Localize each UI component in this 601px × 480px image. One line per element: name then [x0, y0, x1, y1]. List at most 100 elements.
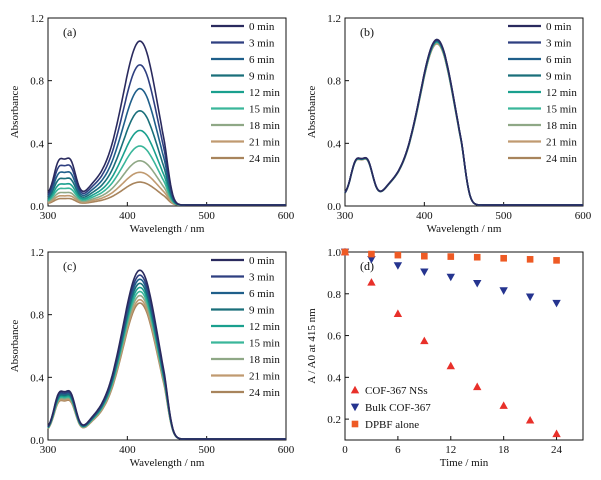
y-tick-label: 1.2 — [30, 247, 44, 259]
x-tick-label: 400 — [119, 444, 136, 456]
legend-label: 24 min — [249, 153, 280, 165]
legend-label: 6 min — [249, 288, 275, 300]
y-tick-label: 0.4 — [327, 372, 341, 384]
x-tick-label: 300 — [337, 210, 354, 222]
series-line — [47, 294, 286, 440]
legend-label: 12 min — [249, 321, 280, 333]
legend-label: 15 min — [546, 104, 577, 116]
x-tick-label: 18 — [498, 444, 510, 456]
legend-label: 18 min — [249, 354, 280, 366]
data-point — [368, 250, 375, 258]
legend-label: 0 min — [546, 21, 572, 33]
panel-label: (c) — [63, 259, 76, 273]
legend-label: 9 min — [249, 71, 275, 83]
data-point — [447, 253, 455, 260]
y-tick-label: 0.4 — [30, 138, 44, 150]
data-point — [553, 257, 560, 264]
data-point — [552, 299, 561, 308]
legend-label: 24 min — [546, 153, 577, 165]
y-tick-label: 0.8 — [327, 289, 341, 301]
legend-label: 24 min — [249, 387, 280, 399]
x-tick-label: 600 — [278, 210, 295, 222]
series-line — [344, 38, 583, 206]
y-tick-label: 0.8 — [30, 76, 44, 88]
legend-label: 6 min — [249, 54, 275, 66]
x-tick-label: 600 — [278, 444, 295, 456]
legend-label: Bulk COF-367 — [365, 402, 431, 414]
y-axis-label: A / A0 at 415 nm — [306, 308, 318, 384]
legend-label: 18 min — [546, 120, 577, 132]
series-line — [47, 40, 286, 206]
legend-label: 21 min — [249, 137, 280, 149]
x-tick-label: 300 — [40, 444, 57, 456]
legend-label: 0 min — [249, 21, 275, 33]
data-point — [525, 415, 535, 424]
y-tick-label: 1.2 — [30, 13, 44, 25]
legend-marker — [351, 420, 359, 428]
x-tick-label: 0 — [342, 444, 348, 456]
x-axis-label: Wavelength / nm — [130, 223, 205, 235]
x-tick-label: 600 — [575, 210, 592, 222]
x-tick-label: 6 — [395, 444, 401, 456]
legend-label: 21 min — [546, 137, 577, 149]
legend-label: 9 min — [546, 71, 572, 83]
x-tick-label: 24 — [551, 444, 563, 456]
data-point — [552, 429, 561, 438]
y-tick-label: 0.8 — [327, 76, 341, 88]
y-axis-label: Absorbance — [306, 86, 318, 139]
y-tick-label: 0.4 — [327, 138, 341, 150]
plot-frame — [47, 17, 287, 207]
legend-label: 3 min — [249, 38, 275, 50]
y-axis-label: Absorbance — [9, 86, 21, 139]
x-axis-label: Time / min — [440, 457, 489, 469]
legend-label: 15 min — [249, 338, 280, 350]
x-axis-label: Wavelength / nm — [130, 457, 205, 469]
x-tick-label: 500 — [495, 210, 512, 222]
x-tick-label: 500 — [198, 444, 215, 456]
plot-frame — [344, 17, 584, 207]
legend-label: 3 min — [249, 272, 275, 284]
legend-label: 15 min — [249, 104, 280, 116]
legend-label: 21 min — [249, 371, 280, 383]
panel-label: (a) — [63, 25, 76, 39]
legend-label: COF-367 NSs — [365, 385, 428, 397]
data-point — [526, 256, 534, 263]
data-point — [473, 382, 482, 391]
y-tick-label: 0.0 — [30, 435, 44, 447]
data-point — [420, 336, 429, 345]
x-tick-label: 12 — [445, 444, 456, 456]
panel-1: 300 400 500 600 0.0 0.4 0.8 1.2 Wavelength / nm A… — [306, 13, 592, 235]
x-tick-label: 500 — [198, 210, 215, 222]
data-point — [473, 279, 482, 288]
legend-label: 9 min — [249, 305, 275, 317]
data-point — [394, 251, 402, 259]
x-tick-label: 400 — [119, 210, 136, 222]
y-tick-label: 1.2 — [327, 13, 341, 25]
y-tick-label: 0.0 — [327, 201, 341, 213]
legend-label: 6 min — [546, 54, 572, 66]
data-point — [500, 254, 507, 262]
data-point — [341, 248, 349, 256]
data-point — [367, 255, 376, 264]
panel-3: 0 6 12 18 24 0.2 0.4 0.6 0.8 1.0 Time / min A / A0 … — [306, 247, 584, 469]
data-point — [473, 253, 481, 261]
legend-label: 3 min — [546, 38, 572, 50]
data-point — [446, 361, 455, 370]
data-point — [499, 287, 508, 295]
data-point — [499, 401, 508, 409]
panel-0: 300 400 500 600 0.0 0.4 0.8 1.2 Wavelength / nm A… — [9, 13, 295, 235]
panel-2: 300 400 500 600 0.0 0.4 0.8 1.2 Wavelength / nm A… — [9, 247, 295, 469]
data-point — [446, 273, 455, 282]
panel-label: (b) — [360, 25, 374, 39]
legend-marker — [350, 403, 360, 412]
plot-frame — [47, 251, 287, 441]
x-tick-label: 400 — [416, 210, 433, 222]
panel-label: (d) — [360, 259, 374, 273]
x-axis-label: Wavelength / nm — [427, 223, 502, 235]
legend-label: DPBF alone — [365, 419, 419, 431]
legend-label: 0 min — [249, 255, 275, 267]
data-point — [367, 278, 376, 286]
y-tick-label: 0.2 — [327, 414, 341, 426]
data-point — [393, 262, 403, 270]
